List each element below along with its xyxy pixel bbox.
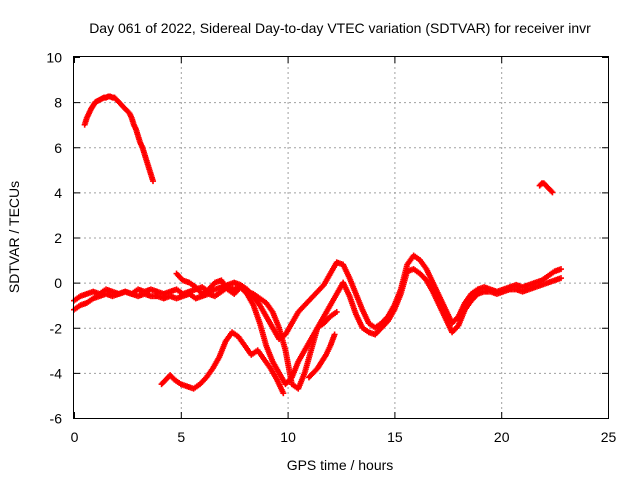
x-tick-label: 25 — [601, 429, 617, 445]
y-tick-label: 6 — [54, 140, 62, 156]
data-point — [333, 308, 340, 315]
y-tick-label: 8 — [54, 95, 62, 111]
y-tick-label: -6 — [50, 411, 63, 427]
x-tick-label: 10 — [280, 429, 296, 445]
x-tick-label: 0 — [71, 429, 79, 445]
data-point — [558, 266, 565, 273]
data-point — [331, 331, 338, 338]
x-axis-label: GPS time / hours — [287, 457, 394, 473]
data-point — [280, 390, 287, 397]
chart-title: Day 061 of 2022, Sidereal Day-to-day VTE… — [89, 20, 591, 36]
y-tick-label: 0 — [54, 275, 62, 291]
data-point — [558, 275, 565, 282]
y-tick-label: -4 — [50, 365, 63, 381]
plot-frame — [73, 56, 609, 419]
y-tick-label: 10 — [46, 50, 62, 66]
y-axis-label: SDTVAR / TECUs — [6, 181, 22, 293]
axes: 0 5 10 15 20 25 -6 -4 -2 0 2 4 6 8 10 — [46, 50, 616, 446]
x-tick-label: 5 — [177, 429, 185, 445]
y-tick-label: -2 — [50, 320, 63, 336]
data-point — [549, 189, 556, 196]
grid-lines — [74, 57, 608, 418]
y-tick-label: 4 — [54, 185, 62, 201]
data-point — [150, 178, 157, 185]
y-tick-label: 2 — [54, 230, 62, 246]
x-tick-label: 20 — [494, 429, 510, 445]
data-points — [71, 93, 565, 397]
x-tick-label: 15 — [387, 429, 403, 445]
data-point — [548, 188, 555, 195]
